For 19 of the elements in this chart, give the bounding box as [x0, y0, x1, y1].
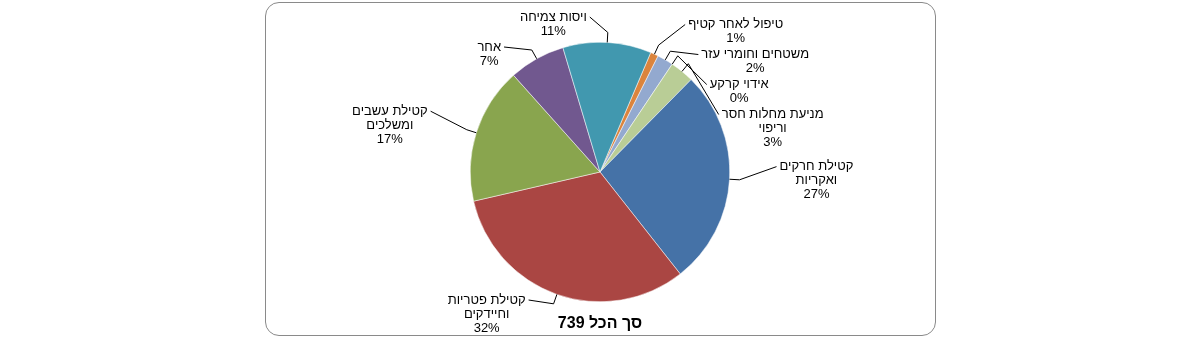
- text: סך הכל 739: [557, 314, 643, 332]
- slice-label: קטילת חרקים ואקריות: [779, 158, 854, 188]
- data-label: 3%: [763, 134, 783, 150]
- data-label: 2%: [745, 60, 766, 76]
- data-label: 1%: [726, 30, 746, 46]
- data-label: 27%: [803, 186, 830, 202]
- slice-label: משטחים וחומרי עזר: [701, 46, 810, 62]
- slice-label: מניעת מחלות חסר וריפוי: [721, 106, 824, 136]
- data-label: 7%: [479, 52, 500, 68]
- slice-label: קטילת עשבים ומשלכים: [352, 102, 428, 132]
- slice-label: ויסות צמיחה: [519, 8, 587, 24]
- data-label: 32%: [473, 319, 501, 335]
- category-label: אידוי קרקע: [709, 76, 769, 92]
- slice-label: טיפול לאחר קטיף: [688, 16, 784, 32]
- slice-label: אחר: [477, 38, 502, 54]
- slice-label: קטילת פטריות וחיידקים: [447, 291, 526, 321]
- data-label: 11%: [540, 22, 567, 38]
- data-label: 17%: [376, 130, 404, 146]
- text: 0%: [729, 90, 749, 106]
